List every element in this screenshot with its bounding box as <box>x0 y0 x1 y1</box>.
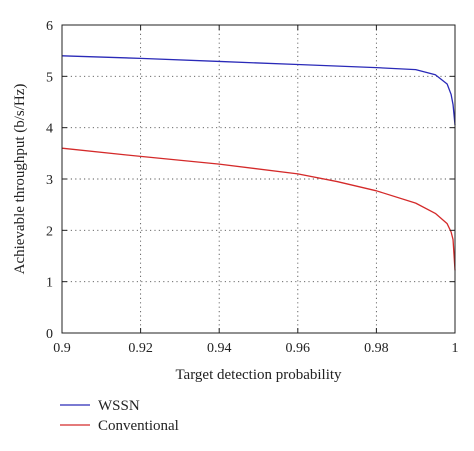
axis-ticks: 0.9 0.92 0.94 0.96 0.98 1 0 1 2 3 4 5 6 <box>46 19 459 356</box>
legend: WSSN Conventional <box>60 398 179 434</box>
y-axis-label: Achievable throughput (b/s/Hz) <box>12 84 28 275</box>
y-tick-label: 4 <box>46 122 53 137</box>
x-axis-label: Target detection probability <box>175 367 342 383</box>
legend-label-wssn: WSSN <box>98 398 140 414</box>
x-tick-label: 0.92 <box>128 341 153 356</box>
x-tick-label: 0.98 <box>364 341 389 356</box>
x-tick-label: 0.96 <box>286 341 311 356</box>
grid-lines <box>62 25 455 333</box>
y-tick-label: 5 <box>46 70 53 85</box>
series-line-wssn <box>61 55 456 126</box>
y-tick-label: 3 <box>46 173 53 188</box>
plot-frame <box>61 24 456 334</box>
y-tick-label: 6 <box>46 19 53 34</box>
series-line-conventional <box>61 147 456 271</box>
y-tick-label: 2 <box>46 224 53 239</box>
x-tick-label: 0.9 <box>53 341 71 356</box>
x-tick-label: 0.94 <box>207 341 232 356</box>
y-tick-label: 1 <box>46 276 53 291</box>
x-tick-label: 1 <box>452 341 459 356</box>
y-tick-label: 0 <box>46 327 53 342</box>
series-lines <box>61 55 456 271</box>
legend-label-conventional: Conventional <box>98 418 179 434</box>
